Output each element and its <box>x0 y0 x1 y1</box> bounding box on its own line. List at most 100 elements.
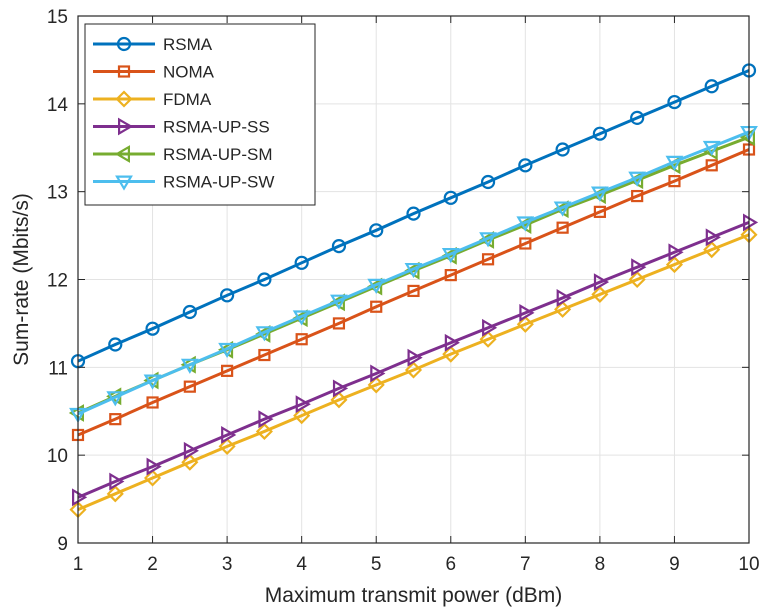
data-point <box>593 205 606 218</box>
data-point <box>295 333 308 346</box>
data-point <box>332 317 346 330</box>
legend-label: RSMA-UP-SW <box>163 173 274 192</box>
legend-marker <box>115 175 133 191</box>
legend-item: FDMA <box>93 90 212 109</box>
data-point <box>182 304 197 320</box>
data-point <box>221 426 237 444</box>
data-point <box>630 110 645 125</box>
data-point <box>590 186 609 202</box>
data-point <box>257 272 272 287</box>
legend: RSMA NOMA FDMA RSMA-UP-SS RSMA-UP-SM RSMA-UP-… <box>84 23 316 206</box>
data-point <box>255 326 274 342</box>
data-point <box>479 232 497 248</box>
data-point <box>146 396 159 409</box>
data-point <box>704 79 719 94</box>
data-point <box>71 488 88 507</box>
x-tick-label: 1 <box>73 554 84 575</box>
series-line <box>77 233 750 512</box>
data-point <box>146 457 162 476</box>
data-point <box>667 94 682 110</box>
data-point <box>705 228 721 247</box>
data-point <box>108 337 123 352</box>
legend-label: NOMA <box>163 63 215 82</box>
data-point <box>367 376 385 394</box>
y-tick-label: 10 <box>47 446 68 467</box>
data-point <box>294 255 309 270</box>
data-point <box>404 361 423 379</box>
data-point <box>220 288 235 303</box>
data-point <box>593 273 610 292</box>
series-line <box>77 69 750 363</box>
data-point <box>330 391 348 409</box>
y-tick-label: 15 <box>47 7 68 28</box>
data-point <box>143 374 162 390</box>
data-point <box>631 258 647 277</box>
x-tick-label: 2 <box>147 554 158 575</box>
legend-item: RSMA <box>93 35 213 54</box>
legend-label: FDMA <box>163 90 212 109</box>
data-point <box>180 358 199 374</box>
data-point <box>665 155 684 171</box>
data-point <box>109 472 125 491</box>
data-point <box>183 441 200 460</box>
data-point <box>370 300 383 313</box>
series-line <box>77 221 750 499</box>
y-axis-label: Sum-rate (Mbits/s) <box>10 193 33 366</box>
data-point <box>443 190 458 205</box>
legend-marker <box>116 36 132 52</box>
y-tick-label: 13 <box>47 183 68 204</box>
data-point <box>441 248 460 264</box>
data-point <box>554 300 572 318</box>
y-tick-label: 12 <box>47 271 68 292</box>
y-tick-label: 11 <box>48 358 68 379</box>
data-point <box>331 239 347 254</box>
legend-item: RSMA-UP-SW <box>93 173 274 192</box>
data-point <box>481 253 495 266</box>
legend-label: RSMA-UP-SM <box>163 145 273 164</box>
data-point <box>444 333 460 352</box>
legend-item: RSMA-UP-SS <box>93 118 270 137</box>
data-point <box>295 395 311 414</box>
data-point <box>106 485 124 503</box>
data-point <box>742 213 759 232</box>
x-tick-label: 6 <box>445 554 456 575</box>
series-line <box>77 130 750 416</box>
series-rsma-up-ss <box>71 213 759 507</box>
data-point <box>555 142 570 157</box>
x-tick-label: 3 <box>222 554 233 575</box>
data-point <box>330 294 348 310</box>
data-point <box>519 303 535 322</box>
data-point <box>218 342 237 359</box>
x-axis-label: Maximum transmit power (dBm) <box>265 584 563 607</box>
y-tick-label: 9 <box>57 534 68 555</box>
data-point <box>106 391 125 407</box>
x-tick-label: 7 <box>520 554 531 575</box>
data-point <box>519 237 532 250</box>
data-point <box>705 159 718 172</box>
x-tick-label: 5 <box>371 554 382 575</box>
data-point <box>145 321 160 336</box>
data-point <box>628 171 647 187</box>
series-fdma <box>69 226 758 519</box>
data-point <box>367 278 386 294</box>
data-point <box>592 126 607 141</box>
data-point <box>292 310 311 326</box>
data-point <box>404 262 423 279</box>
series-rsma <box>70 63 757 369</box>
data-point <box>556 221 569 234</box>
legend-box <box>84 23 316 206</box>
legend-item: RSMA-UP-SM <box>93 145 273 164</box>
data-point <box>482 318 498 337</box>
data-point <box>258 348 271 362</box>
data-point <box>516 315 534 333</box>
data-point <box>702 140 721 157</box>
data-point <box>255 422 273 441</box>
x-tick-label: 8 <box>595 554 606 575</box>
legend-marker <box>115 90 133 108</box>
data-point <box>442 345 460 363</box>
legend-label: RSMA-UP-SS <box>163 118 270 137</box>
data-point <box>221 364 234 377</box>
series-line <box>77 148 750 437</box>
